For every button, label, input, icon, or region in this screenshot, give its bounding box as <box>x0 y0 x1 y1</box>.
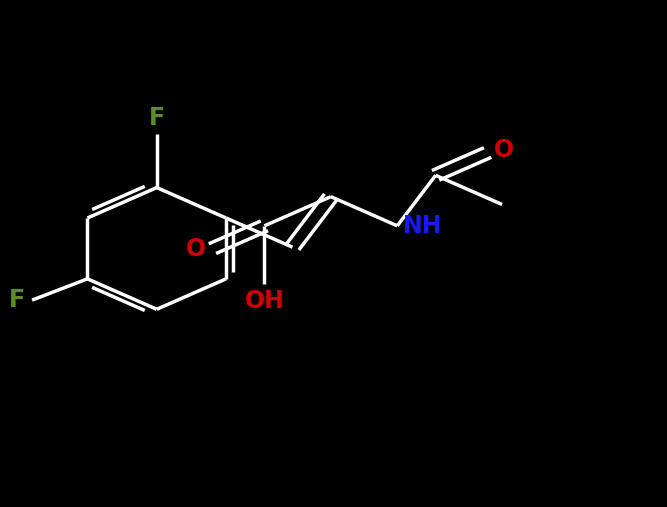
Text: F: F <box>9 288 25 312</box>
Text: O: O <box>185 237 205 261</box>
Text: OH: OH <box>245 289 284 313</box>
Text: F: F <box>149 106 165 130</box>
Text: O: O <box>494 138 514 162</box>
Text: NH: NH <box>403 214 442 238</box>
